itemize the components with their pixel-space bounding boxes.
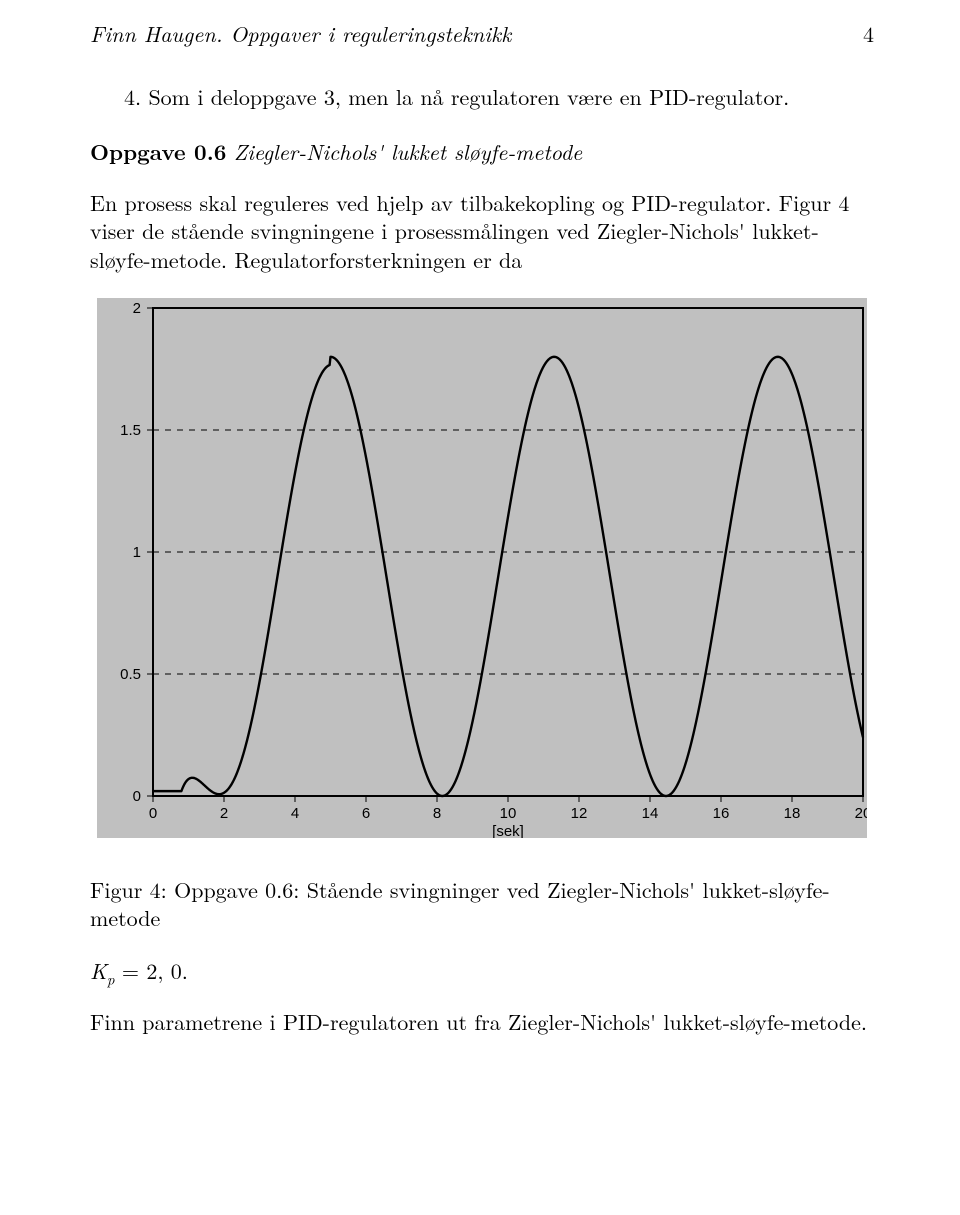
section-title-row: Oppgave 0.6 Ziegler-Nichols' lukket sløy…	[90, 136, 874, 167]
equation-kp: Kp = 2, 0.	[90, 955, 874, 989]
eq-sub: p	[107, 969, 115, 990]
svg-text:[sek]: [sek]	[492, 823, 524, 838]
eq-var: K	[90, 955, 107, 986]
svg-text:18: 18	[784, 805, 801, 822]
page-header: Finn Haugen. Oppgaver i reguleringstekni…	[90, 18, 874, 49]
list-item-4: 4. Som i deloppgave 3, men la nå regulat…	[90, 83, 874, 112]
svg-text:20: 20	[855, 805, 867, 822]
svg-text:10: 10	[500, 805, 517, 822]
eq-rhs: = 2, 0.	[115, 955, 188, 986]
header-pagenum: 4	[863, 18, 874, 49]
svg-text:0: 0	[133, 788, 141, 805]
svg-text:16: 16	[713, 805, 730, 822]
svg-text:4: 4	[291, 805, 299, 822]
body-paragraph: En prosess skal reguleres ved hjelp av t…	[90, 189, 874, 275]
svg-text:6: 6	[362, 805, 370, 822]
svg-text:8: 8	[433, 805, 441, 822]
figure-4: 0 2 4 6 8 10 12 14 16 18 20 0 0.5 1 1.5 2 [sek]	[90, 298, 874, 838]
svg-text:1: 1	[133, 544, 141, 561]
svg-text:2: 2	[133, 300, 141, 317]
svg-text:0: 0	[149, 805, 157, 822]
svg-text:1.5: 1.5	[120, 422, 141, 439]
header-left: Finn Haugen. Oppgaver i reguleringstekni…	[90, 18, 511, 49]
svg-text:14: 14	[642, 805, 659, 822]
svg-text:2: 2	[220, 805, 228, 822]
oscillation-chart: 0 2 4 6 8 10 12 14 16 18 20 0 0.5 1 1.5 2 [sek]	[97, 298, 867, 838]
figure-caption: Figur 4: Oppgave 0.6: Stående svingninge…	[90, 876, 874, 931]
last-paragraph: Finn parametrene i PID-regulatoren ut fr…	[90, 1008, 874, 1037]
section-label: Oppgave 0.6	[90, 136, 226, 167]
section-title: Ziegler-Nichols' lukket sløyfe-metode	[234, 136, 582, 167]
svg-text:0.5: 0.5	[120, 666, 141, 683]
svg-text:12: 12	[571, 805, 588, 822]
